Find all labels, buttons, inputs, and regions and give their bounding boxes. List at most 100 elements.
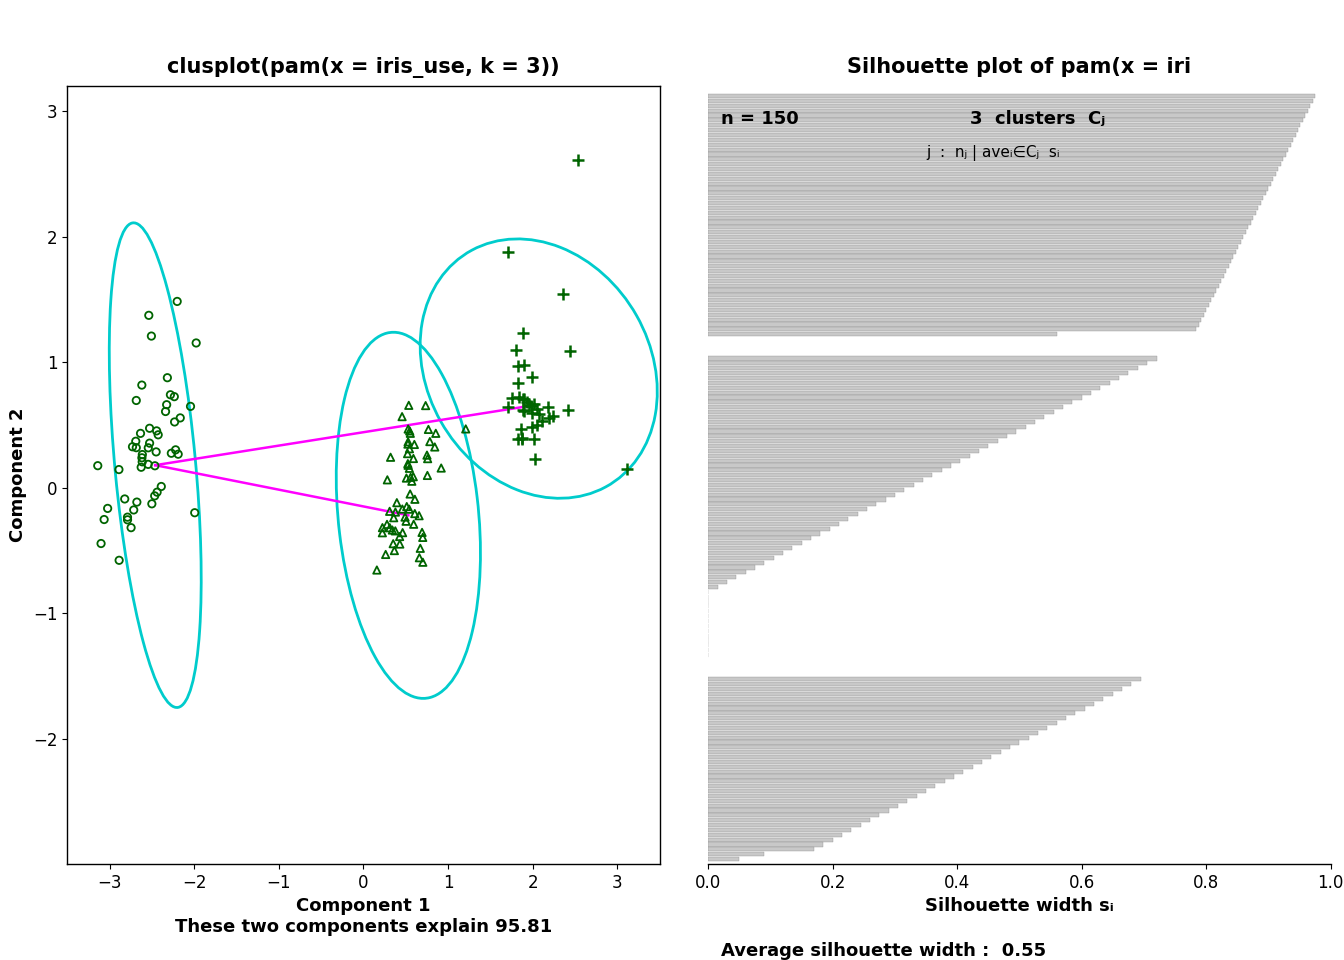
Bar bbox=[708, 750, 1001, 755]
Bar bbox=[708, 308, 1206, 312]
Point bbox=[521, 420, 543, 435]
Bar bbox=[708, 254, 1234, 258]
Bar bbox=[708, 250, 1236, 253]
Bar bbox=[708, 580, 727, 585]
Point bbox=[396, 446, 418, 462]
Bar bbox=[708, 726, 1047, 730]
Point bbox=[497, 399, 519, 415]
Point bbox=[376, 516, 398, 532]
Bar bbox=[708, 205, 1258, 210]
Bar bbox=[708, 702, 1094, 706]
Point bbox=[398, 437, 419, 452]
Bar bbox=[708, 391, 1091, 395]
Title: Silhouette plot of pam(x = iri: Silhouette plot of pam(x = iri bbox=[848, 57, 1192, 77]
Point bbox=[155, 404, 176, 420]
Bar bbox=[708, 434, 1007, 439]
Point bbox=[520, 398, 542, 414]
Point bbox=[507, 432, 528, 447]
Bar bbox=[708, 396, 1082, 399]
Text: n = 150: n = 150 bbox=[720, 109, 798, 128]
Bar bbox=[708, 113, 1305, 118]
Point bbox=[145, 444, 167, 460]
Bar bbox=[708, 449, 978, 453]
Point bbox=[180, 398, 202, 414]
Bar bbox=[708, 444, 988, 448]
Bar bbox=[708, 492, 895, 496]
Point bbox=[144, 458, 165, 473]
Bar bbox=[708, 687, 1122, 691]
Y-axis label: Component 2: Component 2 bbox=[9, 408, 27, 542]
Point bbox=[394, 510, 415, 525]
Point bbox=[384, 523, 406, 539]
Bar bbox=[708, 813, 879, 818]
Bar bbox=[677, 648, 708, 652]
Point bbox=[380, 449, 402, 465]
Bar bbox=[708, 269, 1226, 274]
Point bbox=[391, 409, 413, 424]
Bar bbox=[708, 784, 935, 788]
Point bbox=[130, 425, 152, 441]
Point bbox=[132, 447, 153, 463]
Point bbox=[413, 530, 434, 545]
Bar bbox=[708, 429, 1016, 434]
Point bbox=[512, 392, 534, 407]
Point bbox=[559, 344, 581, 359]
Bar bbox=[708, 405, 1063, 409]
Point bbox=[396, 456, 418, 471]
Bar bbox=[708, 118, 1302, 123]
Bar bbox=[708, 546, 793, 550]
Bar bbox=[708, 561, 765, 564]
Bar bbox=[708, 210, 1255, 215]
Bar bbox=[687, 614, 708, 618]
Bar bbox=[708, 235, 1243, 239]
X-axis label: Silhouette width sᵢ: Silhouette width sᵢ bbox=[925, 898, 1114, 915]
Bar bbox=[708, 356, 1157, 361]
Bar bbox=[708, 794, 917, 798]
Bar bbox=[708, 245, 1238, 249]
Bar bbox=[708, 565, 755, 569]
Point bbox=[141, 328, 163, 344]
Bar bbox=[708, 502, 876, 507]
Point bbox=[388, 529, 410, 544]
Bar bbox=[679, 643, 708, 647]
Bar bbox=[708, 240, 1241, 244]
Point bbox=[516, 395, 538, 410]
Point bbox=[417, 468, 438, 483]
Point bbox=[141, 496, 163, 512]
Point bbox=[392, 525, 414, 540]
Point bbox=[132, 377, 153, 393]
Point bbox=[184, 505, 206, 520]
Point bbox=[497, 244, 519, 259]
Point bbox=[146, 423, 168, 439]
Point bbox=[430, 461, 452, 476]
Text: 3  clusters  Cⱼ: 3 clusters Cⱼ bbox=[969, 109, 1105, 128]
Bar bbox=[708, 692, 1113, 696]
Point bbox=[418, 421, 439, 437]
Bar bbox=[692, 605, 708, 609]
Point bbox=[90, 536, 112, 551]
Point bbox=[399, 425, 421, 441]
Point bbox=[521, 405, 543, 420]
Point bbox=[512, 432, 534, 447]
Bar bbox=[708, 216, 1254, 220]
Point bbox=[410, 540, 431, 556]
Point bbox=[165, 443, 187, 458]
Bar bbox=[708, 512, 857, 516]
Bar bbox=[681, 634, 708, 637]
Point bbox=[122, 439, 144, 454]
Point bbox=[398, 421, 419, 437]
Point bbox=[148, 427, 169, 443]
Point bbox=[417, 447, 438, 463]
Bar bbox=[708, 191, 1266, 196]
Point bbox=[508, 390, 530, 405]
Point bbox=[379, 520, 401, 536]
Point bbox=[125, 393, 146, 408]
Bar bbox=[708, 838, 833, 842]
Point bbox=[185, 335, 207, 350]
Point bbox=[117, 512, 138, 527]
Bar bbox=[708, 857, 739, 861]
Point bbox=[146, 485, 168, 500]
Point bbox=[383, 510, 405, 525]
Point bbox=[366, 563, 387, 578]
Point bbox=[617, 462, 638, 477]
